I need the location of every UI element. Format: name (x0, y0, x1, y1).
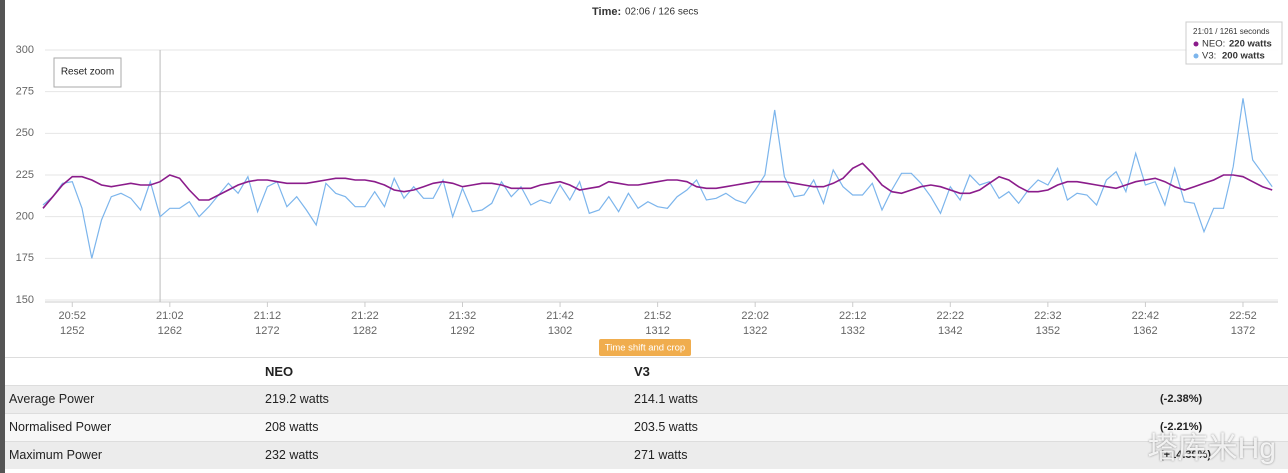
tooltip-bullet (1193, 41, 1199, 47)
time-shift-button[interactable] (599, 339, 691, 356)
y-tick-label: 275 (16, 86, 34, 98)
cell: 203.5 watts (634, 420, 698, 434)
x-tick-seconds: 1332 (840, 325, 864, 337)
x-tick-label: 21:52 (644, 310, 672, 322)
tooltip-value: 220 watts (1229, 39, 1272, 50)
table-header: NEO V3 (5, 357, 1288, 385)
y-tick-label: 225 (16, 169, 34, 181)
x-tick-seconds: 1372 (1231, 325, 1255, 337)
x-tick-label: 22:22 (937, 310, 965, 322)
time-label: Time: (592, 6, 621, 18)
tooltip-bullet (1193, 53, 1199, 59)
tooltip-value: 200 watts (1222, 51, 1265, 62)
y-tick-label: 300 (16, 44, 34, 56)
table-row: Average Power 219.2 watts 214.1 watts (-2.3… (5, 385, 1288, 413)
header-cell: NEO (265, 364, 294, 379)
cell: (-2.38%) (1160, 393, 1203, 405)
table-row: Normalised Power 208 watts 203.5 watts (-2.… (5, 413, 1288, 441)
x-tick-seconds: 1272 (255, 325, 279, 337)
row-label: Maximum Power (9, 448, 103, 462)
x-tick-seconds: 1302 (548, 325, 572, 337)
y-tick-label: 150 (16, 294, 34, 306)
series-line (42, 162, 1273, 209)
x-tick-label: 21:02 (156, 310, 184, 322)
tooltip-series: NEO: (1202, 39, 1225, 50)
header-cell: V3 (634, 364, 650, 379)
x-tick-seconds: 1312 (645, 325, 669, 337)
x-tick-label: 21:42 (546, 310, 574, 322)
cell: (+14.39%) (1160, 449, 1212, 461)
x-tick-label: 22:42 (1132, 310, 1160, 322)
cell: (-2.21%) (1160, 421, 1203, 433)
left-edge (0, 0, 5, 473)
x-tick-seconds: 1342 (938, 325, 962, 337)
y-tick-label: 175 (16, 252, 34, 264)
x-tick-label: 21:32 (449, 310, 477, 322)
tooltip-title: 21:01 / 1261 seconds (1193, 27, 1270, 36)
table-row: Maximum Power 232 watts 271 watts (+14.39%) (5, 441, 1288, 469)
x-tick-label: 22:12 (839, 310, 867, 322)
cell: 208 watts (265, 420, 319, 434)
cell: 214.1 watts (634, 392, 698, 406)
time-shift-label[interactable]: Time shift and crop (605, 343, 685, 354)
tooltip-series: V3: (1202, 51, 1216, 62)
x-tick-seconds: 1362 (1133, 325, 1157, 337)
x-tick-seconds: 1262 (158, 325, 182, 337)
x-tick-label: 21:12 (254, 310, 282, 322)
series-line (42, 98, 1273, 259)
x-tick-label: 22:52 (1229, 310, 1257, 322)
x-tick-seconds: 1352 (1036, 325, 1060, 337)
stats-table: NEO V3 Average Power 219.2 watts 214.1 wat… (5, 357, 1288, 469)
row-label: Normalised Power (9, 420, 112, 434)
reset-zoom-button[interactable] (53, 57, 122, 88)
cell: 219.2 watts (265, 392, 329, 406)
x-tick-label: 21:22 (351, 310, 379, 322)
y-tick-label: 200 (16, 211, 34, 223)
chart: Time: 02:06 / 126 secs 150 175 200 225 250 27… (16, 6, 1283, 356)
x-tick-label: 22:02 (741, 310, 769, 322)
row-label: Average Power (9, 392, 95, 406)
x-tick-label: 22:32 (1034, 310, 1062, 322)
tooltip (1185, 21, 1283, 65)
x-tick-seconds: 1282 (353, 325, 377, 337)
x-tick-seconds: 1322 (743, 325, 767, 337)
watermark: 塔库米Hg (1147, 432, 1276, 465)
reset-zoom-label[interactable]: Reset zoom (61, 67, 114, 78)
x-tick-seconds: 1252 (60, 325, 84, 337)
cell: 232 watts (265, 448, 319, 462)
y-tick-label: 250 (16, 127, 34, 139)
cell: 271 watts (634, 448, 688, 462)
time-value: 02:06 / 126 secs (625, 7, 698, 18)
x-tick-seconds: 1292 (450, 325, 474, 337)
x-tick-label: 20:52 (59, 310, 87, 322)
